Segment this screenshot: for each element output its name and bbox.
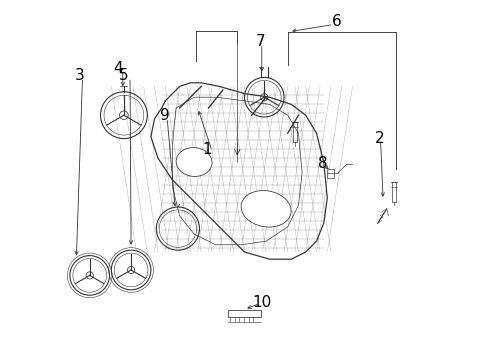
Text: 9: 9 [160, 108, 170, 123]
Text: 10: 10 [252, 295, 271, 310]
Text: 2: 2 [374, 131, 384, 146]
Text: 7: 7 [255, 34, 265, 49]
Text: 5: 5 [119, 68, 128, 83]
Ellipse shape [241, 190, 290, 227]
Text: 4: 4 [113, 61, 122, 76]
Text: 1: 1 [202, 142, 211, 157]
Text: 8: 8 [318, 156, 327, 171]
Text: 3: 3 [75, 68, 85, 83]
Ellipse shape [176, 148, 212, 176]
Text: 6: 6 [331, 14, 341, 29]
